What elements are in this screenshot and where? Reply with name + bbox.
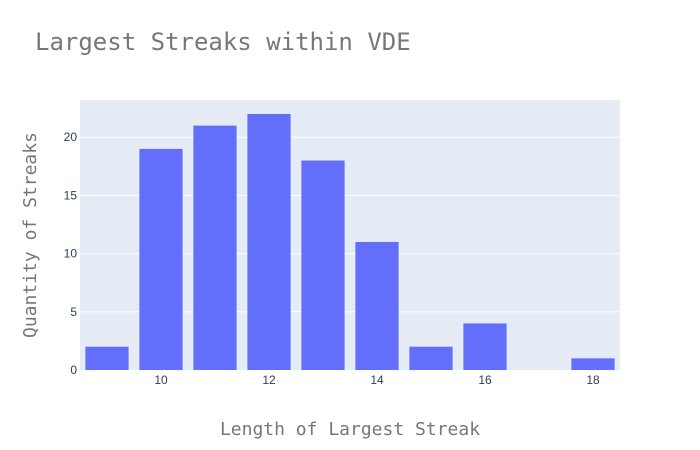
- bar-12: [247, 114, 290, 370]
- bar-15: [409, 347, 452, 370]
- bar-13: [301, 161, 344, 370]
- bar-14: [355, 242, 398, 370]
- bar-18: [571, 358, 614, 370]
- y-tick-label: 5: [70, 305, 77, 319]
- x-axis-ticks: 10 12 14 16 18: [154, 373, 600, 387]
- bar-11: [193, 126, 236, 370]
- y-tick-label: 20: [64, 130, 78, 144]
- x-axis-title: Length of Largest Streak: [220, 419, 480, 440]
- y-tick-label: 15: [64, 188, 78, 202]
- x-tick-label: 14: [370, 373, 384, 387]
- y-axis-title: Quantity of Streaks: [20, 132, 41, 338]
- x-tick-label: 18: [586, 373, 600, 387]
- x-tick-label: 10: [154, 373, 168, 387]
- y-tick-label: 0: [70, 363, 77, 377]
- y-tick-label: 10: [64, 247, 78, 261]
- x-tick-label: 16: [478, 373, 492, 387]
- chart-title: Largest Streaks within VDE: [35, 28, 411, 56]
- x-tick-label: 12: [262, 373, 276, 387]
- bar-10: [139, 149, 182, 370]
- bar-16: [463, 323, 506, 370]
- y-axis-ticks: 0 5 10 15 20: [64, 130, 78, 377]
- bar-9: [85, 347, 128, 370]
